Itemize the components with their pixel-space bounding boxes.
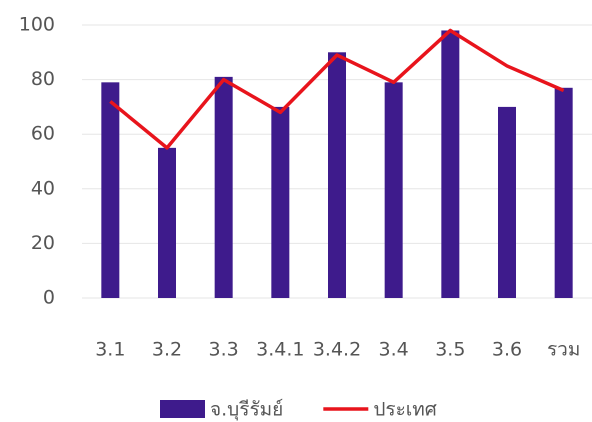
- x-tick-label: 3.3: [209, 339, 239, 361]
- x-tick-label: 3.2: [152, 339, 182, 361]
- bar: [271, 106, 290, 299]
- bar: [214, 76, 233, 299]
- bar: [498, 106, 516, 299]
- x-tick-label: 3.4.2: [313, 339, 361, 361]
- x-tick-label: 3.4: [379, 339, 409, 361]
- x-tick-label: 3.1: [95, 339, 125, 361]
- bar: [158, 147, 176, 298]
- y-tick-label: 60: [31, 123, 55, 145]
- bar: [384, 82, 403, 298]
- x-tick-label: 3.4.1: [256, 339, 304, 361]
- y-tick-label: 100: [19, 14, 55, 36]
- x-tick-label: 3.6: [492, 339, 522, 361]
- line: [109, 28, 565, 150]
- y-tick-label: 20: [31, 232, 55, 254]
- bar: [328, 52, 346, 298]
- bar: [554, 87, 573, 298]
- legend-swatch: [160, 400, 205, 418]
- legend-label: ประเทศ: [373, 399, 437, 421]
- y-tick-label: 80: [31, 68, 55, 90]
- legend-label: จ.บุรีรัมย์: [210, 399, 283, 422]
- bar: [441, 30, 460, 299]
- x-tick-label: 3.5: [435, 339, 465, 361]
- y-tick-label: 0: [43, 287, 55, 309]
- bar: [101, 82, 120, 298]
- y-tick-label: 40: [31, 177, 55, 199]
- x-tick-label: รวม: [547, 339, 580, 361]
